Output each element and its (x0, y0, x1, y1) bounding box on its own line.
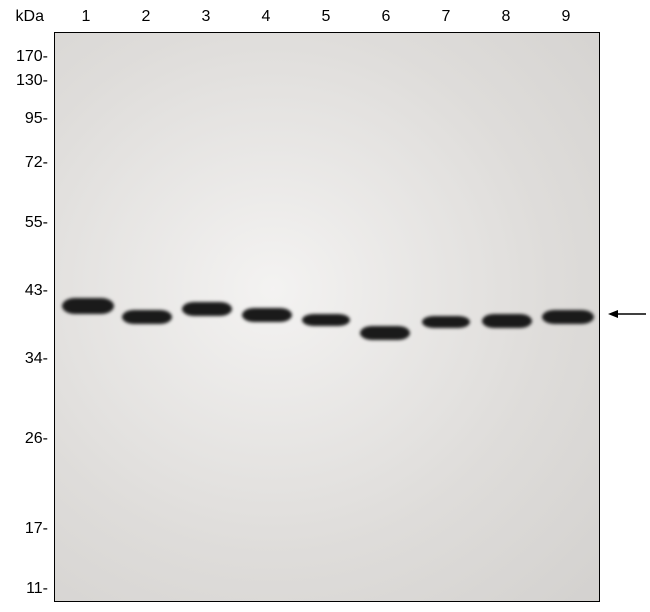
lane-label: 4 (251, 8, 281, 26)
lane-label: 2 (131, 8, 161, 26)
blot-figure: kDa 170- 130- 95- 72- 55- 43- 34- 26- 17- 11- 1 2 3… (0, 0, 650, 612)
band (182, 302, 232, 316)
y-tick-label: 95- (12, 110, 48, 128)
y-tick-label: 55- (12, 214, 48, 232)
y-tick-label: 26- (12, 430, 48, 448)
band (302, 314, 350, 326)
y-tick-label: 17- (12, 520, 48, 538)
lane-label: 3 (191, 8, 221, 26)
y-tick-label: 72- (12, 154, 48, 172)
lane-label: 6 (371, 8, 401, 26)
y-tick-label: 11- (12, 580, 48, 598)
y-tick-label: 130- (12, 72, 48, 90)
band (360, 326, 410, 340)
lane-label: 8 (491, 8, 521, 26)
lane-label: 1 (71, 8, 101, 26)
lane-label: 7 (431, 8, 461, 26)
lane-label: 9 (551, 8, 581, 26)
band (242, 308, 292, 322)
band-arrow-icon (608, 304, 648, 324)
lane-label: 5 (311, 8, 341, 26)
band (122, 310, 172, 324)
band (482, 314, 532, 328)
band (62, 298, 114, 314)
band (422, 316, 470, 328)
y-tick-label: 43- (12, 282, 48, 300)
band (542, 310, 594, 324)
y-tick-label: 170- (12, 48, 48, 66)
y-axis-unit: kDa (4, 8, 44, 26)
y-tick-label: 34- (12, 350, 48, 368)
